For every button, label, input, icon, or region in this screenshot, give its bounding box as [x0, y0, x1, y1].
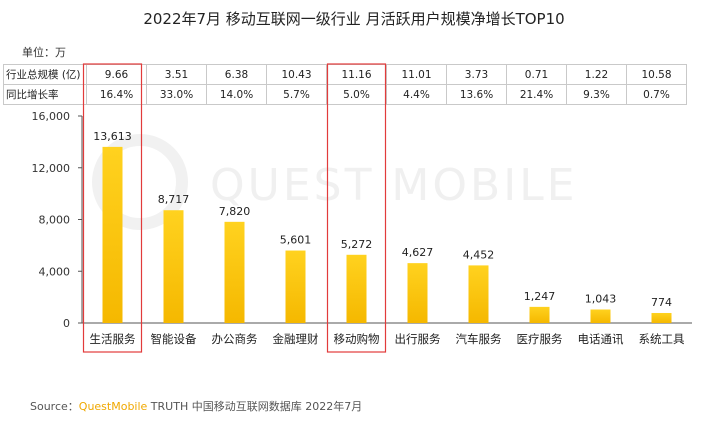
highlight-box	[326, 63, 387, 353]
highlight-box	[82, 63, 143, 353]
x-tick-label: 汽车服务	[456, 332, 502, 346]
table-cell: 9.3%	[566, 84, 627, 105]
data-label: 13,613	[93, 130, 132, 143]
x-tick-label: 生活服务	[90, 332, 136, 346]
x-tick-label: 医疗服务	[517, 332, 563, 346]
row-label-yoy-growth: 同比增长率	[3, 84, 87, 105]
data-label: 4,627	[402, 246, 434, 259]
y-tick-label: 4,000	[39, 265, 71, 278]
table-cell: 5.0%	[326, 84, 387, 105]
y-tick-label: 16,000	[32, 110, 71, 123]
x-tick-label: 金融理财	[273, 332, 319, 346]
source-prefix: Source：	[30, 400, 79, 413]
bar	[102, 146, 123, 323]
table-row: 同比增长率 16.4% 33.0% 14.0% 5.7% 5.0% 4.4% 1…	[3, 84, 687, 105]
bar	[163, 210, 184, 323]
data-label: 5,272	[341, 238, 373, 251]
x-tick-label: 移动购物	[334, 332, 380, 346]
data-label: 774	[651, 296, 672, 309]
table-cell: 14.0%	[206, 84, 267, 105]
data-label: 8,717	[158, 193, 190, 206]
table-cell: 33.0%	[146, 84, 207, 105]
y-tick-label: 8,000	[39, 214, 71, 227]
bar	[285, 250, 306, 323]
bar	[468, 265, 489, 323]
source-brand: QuestMobile	[78, 400, 148, 413]
table-cell: 21.4%	[506, 84, 567, 105]
x-tick-label: 电话通讯	[578, 332, 624, 346]
bar	[529, 306, 550, 323]
table-cell: 5.7%	[266, 84, 327, 105]
table-cell: 10.58	[626, 64, 687, 85]
x-tick-label: 出行服务	[395, 332, 441, 346]
table-cell: 0.7%	[626, 84, 687, 105]
watermark-logo-ring	[92, 134, 188, 230]
y-tick-label: 0	[63, 317, 70, 330]
x-tick-label: 系统工具	[639, 332, 685, 346]
source-rest: TRUTH 中国移动互联网数据库 2022年7月	[147, 400, 363, 413]
bar	[590, 309, 611, 323]
bar	[651, 312, 672, 323]
unit-label: 单位：万	[22, 46, 66, 59]
watermark-text: QUEST MOBILE	[210, 160, 578, 211]
data-label: 1,043	[585, 293, 617, 306]
x-tick-label: 智能设备	[151, 332, 197, 346]
data-label: 4,452	[463, 248, 495, 261]
table-cell: 16.4%	[86, 84, 147, 105]
y-tick-label: 12,000	[32, 162, 71, 175]
data-label: 7,820	[219, 205, 251, 218]
source-note: Source：QuestMobile TRUTH 中国移动互联网数据库 2022…	[30, 398, 362, 414]
bar	[224, 221, 245, 323]
bar	[407, 263, 428, 323]
bar	[346, 254, 367, 323]
table-cell: 13.6%	[446, 84, 507, 105]
data-label: 5,601	[280, 234, 312, 247]
x-tick-label: 办公商务	[212, 332, 258, 346]
chart-title: 2022年7月 移动互联网一级行业 月活跃用户规模净增长TOP10	[143, 10, 565, 28]
table-cell: 4.4%	[386, 84, 447, 105]
data-label: 1,247	[524, 290, 556, 303]
industry-stats-table: 行业总规模 (亿) 9.66 3.51 6.38 10.43 11.16 11.…	[3, 64, 687, 105]
